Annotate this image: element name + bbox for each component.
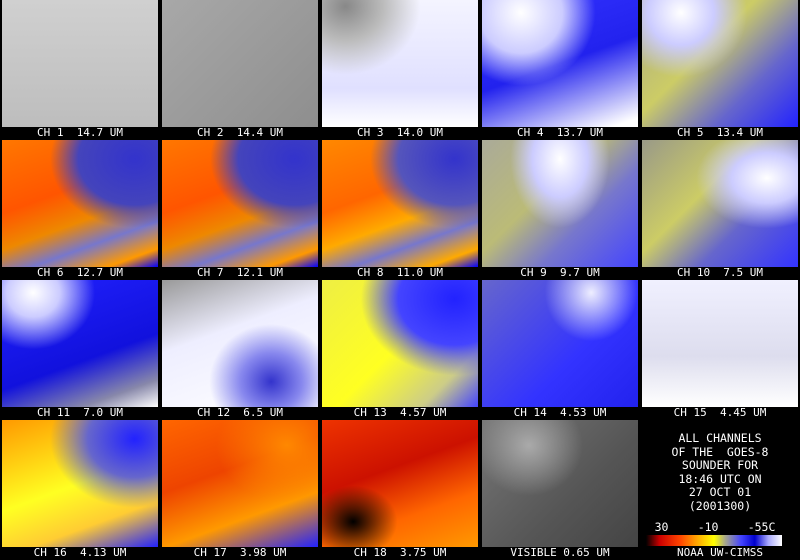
scale-labels: 30 -10 -55C	[640, 520, 790, 534]
satellite-image	[2, 0, 158, 127]
satellite-image	[2, 140, 158, 267]
satellite-image	[162, 0, 318, 127]
channel-label: CH 7 12.1 UM	[196, 266, 284, 279]
channel-panel: CH 13 4.57 UM	[320, 280, 480, 420]
channel-panel: CH 7 12.1 UM	[160, 140, 320, 280]
scale-label: -10	[697, 520, 719, 534]
satellite-image	[482, 140, 638, 267]
satellite-image	[642, 0, 798, 127]
channel-panel: CH 1 14.7 UM	[0, 0, 160, 140]
satellite-image	[322, 420, 478, 547]
channel-label: CH 13 4.57 UM	[353, 406, 447, 419]
channel-panel: CH 17 3.98 UM	[160, 420, 320, 560]
channel-panel: CH 18 3.75 UM	[320, 420, 480, 560]
channel-panel: VISIBLE 0.65 UM	[480, 420, 640, 560]
channel-label: CH 18 3.75 UM	[353, 546, 447, 559]
channel-panel: CH 5 13.4 UM	[640, 0, 800, 140]
scale-label: -55C	[747, 520, 776, 534]
satellite-image	[482, 420, 638, 547]
channel-panel: CH 16 4.13 UM	[0, 420, 160, 560]
scale-label: 30	[654, 520, 669, 534]
satellite-image	[482, 0, 638, 127]
satellite-image	[2, 280, 158, 407]
channel-label: CH 15 4.45 UM	[673, 406, 767, 419]
channel-label: CH 12 6.5 UM	[196, 406, 284, 419]
channel-panel: CH 4 13.7 UM	[480, 0, 640, 140]
channel-panel: CH 6 12.7 UM	[0, 140, 160, 280]
info-line: (2001300)	[688, 498, 752, 513]
satellite-image	[162, 280, 318, 407]
channel-label: CH 14 4.53 UM	[513, 406, 607, 419]
satellite-image	[162, 420, 318, 547]
color-bar	[646, 535, 782, 549]
channel-label: CH 4 13.7 UM	[516, 126, 604, 139]
channel-label: CH 1 14.7 UM	[36, 126, 124, 139]
channel-label: CH 5 13.4 UM	[676, 126, 764, 139]
channel-panel: CH 9 9.7 UM	[480, 140, 640, 280]
satellite-image	[162, 140, 318, 267]
channel-panel: CH 14 4.53 UM	[480, 280, 640, 420]
info-line: 18:46 UTC ON	[678, 471, 762, 486]
channel-label: VISIBLE 0.65 UM	[510, 546, 610, 559]
channel-panel: CH 10 7.5 UM	[640, 140, 800, 280]
channel-label: CH 8 11.0 UM	[356, 266, 444, 279]
channel-panel: CH 8 11.0 UM	[320, 140, 480, 280]
info-panel: ALL CHANNELS OF THE GOES-8 SOUNDER FOR 18:4…	[640, 420, 800, 560]
info-line: 27 OCT 01	[688, 485, 752, 499]
channel-label: CH 6 12.7 UM	[36, 266, 124, 279]
satellite-image	[482, 280, 638, 407]
satellite-image	[322, 0, 478, 127]
channel-label: CH 2 14.4 UM	[196, 126, 284, 139]
channel-panel: CH 15 4.45 UM	[640, 280, 800, 420]
channel-label: CH 9 9.7 UM	[520, 266, 600, 279]
info-lines: ALL CHANNELS OF THE GOES-8 SOUNDER FOR 18:4…	[640, 420, 800, 513]
satellite-image	[642, 140, 798, 267]
info-line: OF THE GOES-8	[671, 444, 769, 459]
info-line: ALL CHANNELS	[678, 431, 762, 445]
channel-label: CH 11 7.0 UM	[36, 406, 124, 419]
channel-panel: CH 12 6.5 UM	[160, 280, 320, 420]
channel-label: CH 16 4.13 UM	[33, 546, 127, 559]
satellite-image	[642, 280, 798, 407]
channel-panel: CH 11 7.0 UM	[0, 280, 160, 420]
satellite-image	[322, 280, 478, 407]
channel-panel: CH 3 14.0 UM	[320, 0, 480, 140]
credit: NOAA UW-CIMSS	[640, 546, 800, 560]
satellite-image	[322, 140, 478, 267]
satellite-image	[2, 420, 158, 547]
channel-label: CH 10 7.5 UM	[676, 266, 764, 279]
channel-label: CH 3 14.0 UM	[356, 126, 444, 139]
info-line: SOUNDER FOR	[681, 458, 759, 472]
channel-label: CH 17 3.98 UM	[193, 546, 287, 559]
channel-panel: CH 2 14.4 UM	[160, 0, 320, 140]
